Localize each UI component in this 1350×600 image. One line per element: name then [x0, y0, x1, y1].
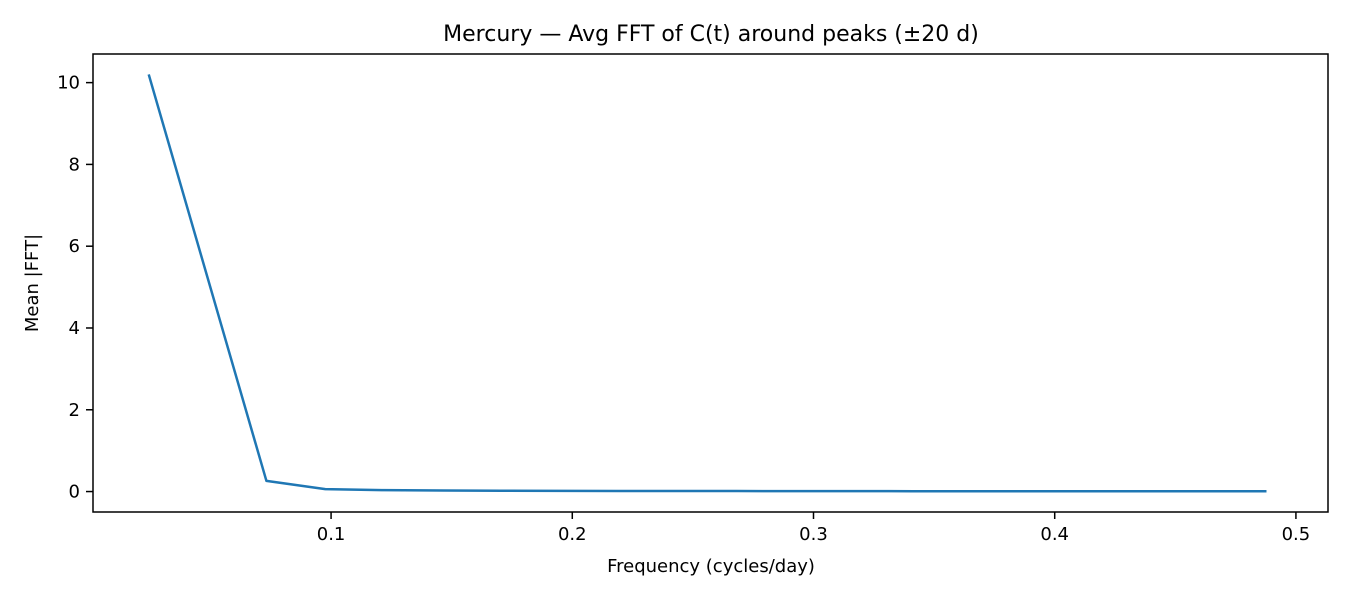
data-point — [912, 490, 914, 492]
data-point — [736, 490, 738, 492]
data-point — [148, 73, 150, 75]
y-tick-label: 0 — [69, 482, 80, 503]
data-point — [854, 490, 856, 492]
data-point — [618, 490, 620, 492]
data-point — [442, 489, 444, 491]
data-point — [559, 490, 561, 492]
y-tick-label: 10 — [57, 73, 80, 94]
data-point — [1265, 490, 1267, 492]
data-point — [795, 490, 797, 492]
x-tick-label: 0.2 — [558, 524, 587, 545]
data-point — [500, 490, 502, 492]
x-tick-label: 0.3 — [799, 524, 828, 545]
y-tick-label: 8 — [69, 154, 80, 175]
data-point — [677, 490, 679, 492]
chart-title: Mercury — Avg FFT of C(t) around peaks (… — [443, 22, 979, 47]
x-axis: 0.1 0.2 0.3 0.4 0.5 — [317, 512, 1310, 545]
y-axis: 0 2 4 6 8 10 — [57, 73, 93, 503]
data-point — [1148, 490, 1150, 492]
data-point — [265, 480, 267, 482]
data-point — [1206, 490, 1208, 492]
x-tick-label: 0.5 — [1282, 524, 1311, 545]
data-point — [1030, 490, 1032, 492]
x-axis-label: Frequency (cycles/day) — [607, 556, 815, 577]
y-tick-label: 4 — [69, 318, 80, 339]
y-tick-label: 2 — [69, 400, 80, 421]
series-line — [147, 74, 1267, 493]
y-tick-label: 6 — [69, 236, 80, 257]
data-point — [383, 489, 385, 491]
x-tick-label: 0.1 — [317, 524, 346, 545]
data-point — [1089, 490, 1091, 492]
plot-frame — [92, 53, 1329, 513]
y-axis-label: Mean |FFT| — [22, 234, 43, 332]
data-point — [971, 490, 973, 492]
data-point — [324, 488, 326, 490]
plot-area — [92, 53, 1329, 513]
x-tick-label: 0.4 — [1040, 524, 1069, 545]
